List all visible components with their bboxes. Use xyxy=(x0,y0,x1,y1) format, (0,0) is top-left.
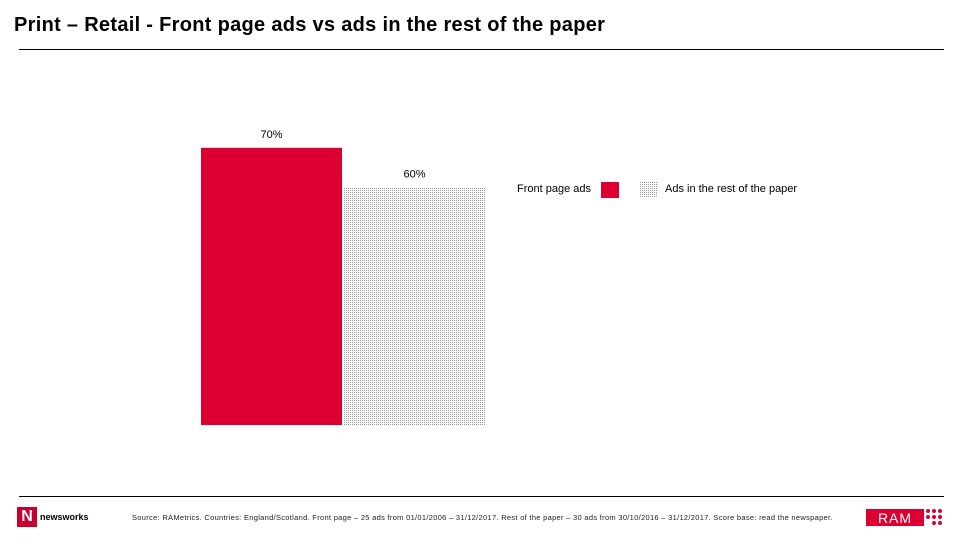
legend-swatch-front-page xyxy=(601,182,619,198)
title-divider xyxy=(19,49,944,50)
bar-rest-of-paper xyxy=(344,187,485,425)
newsworks-mark: N xyxy=(17,507,37,527)
bar-front-page xyxy=(201,147,342,426)
newsworks-wordmark: newsworks xyxy=(40,512,89,522)
ram-dots-icon xyxy=(926,509,942,525)
legend-label-front-page: Front page ads xyxy=(517,183,591,195)
ram-logo: RAM xyxy=(866,509,924,526)
legend-label-rest-of-paper: Ads in the rest of the paper xyxy=(665,183,798,195)
source-note: Source: RAMetrics. Countries: England/Sc… xyxy=(132,513,833,522)
data-label-front-page: 70% xyxy=(260,129,282,141)
legend-swatch-rest-of-paper xyxy=(640,182,658,198)
newsworks-logo: N newsworks xyxy=(17,507,89,527)
footer-divider xyxy=(19,496,944,497)
data-label-rest-of-paper: 60% xyxy=(403,168,425,180)
page-title: Print – Retail - Front page ads vs ads i… xyxy=(14,14,606,36)
